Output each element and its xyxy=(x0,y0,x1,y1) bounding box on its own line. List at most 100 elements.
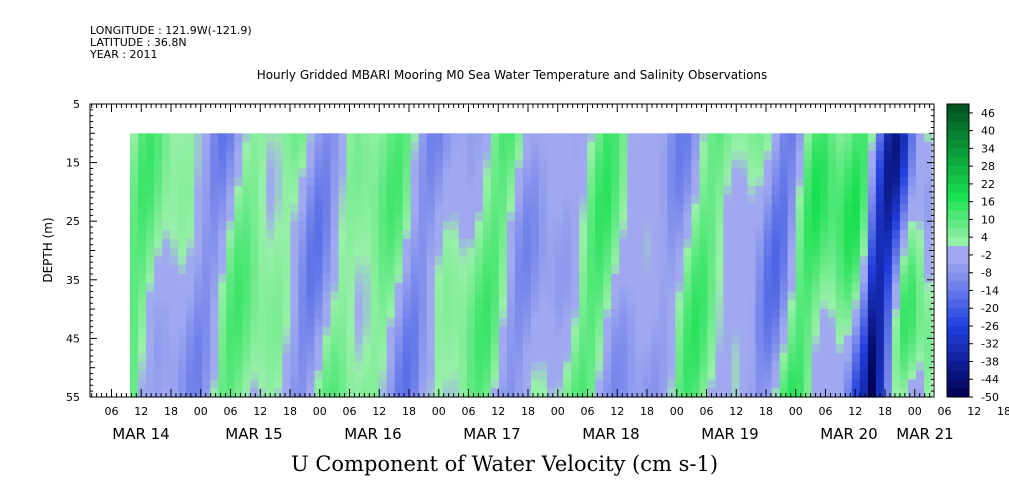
heatmap-cell xyxy=(402,221,412,231)
heatmap-cell xyxy=(563,300,572,310)
heatmap-cell xyxy=(619,291,628,301)
heatmap-cell xyxy=(434,379,444,389)
heatmap-cell xyxy=(891,361,901,372)
heatmap-cell xyxy=(226,273,235,284)
heatmap-cell xyxy=(747,344,757,354)
heatmap-cell xyxy=(442,379,452,389)
heatmap-cell xyxy=(691,344,701,354)
heatmap-cell xyxy=(418,212,428,222)
heatmap-cell xyxy=(354,273,364,284)
heatmap-cell xyxy=(555,256,564,266)
heatmap-cell xyxy=(498,300,508,310)
heatmap-cell xyxy=(819,150,829,161)
heatmap-cell xyxy=(162,309,171,319)
heatmap-cell xyxy=(635,273,644,284)
heatmap-cell xyxy=(154,282,163,293)
heatmap-cell xyxy=(707,256,717,266)
heatmap-cell xyxy=(643,177,652,187)
heatmap-cell xyxy=(514,265,524,275)
heatmap-cell xyxy=(370,203,380,214)
heatmap-cell xyxy=(474,326,484,337)
heatmap-cell xyxy=(226,133,235,143)
heatmap-cell xyxy=(883,361,893,372)
heatmap-cell xyxy=(418,335,428,345)
heatmap-cell xyxy=(763,265,773,275)
heatmap-cell xyxy=(699,186,709,196)
heatmap-cell xyxy=(891,300,901,310)
heatmap-cell xyxy=(691,326,701,337)
heatmap-cell xyxy=(354,168,364,178)
heatmap-cell xyxy=(811,273,821,284)
heatmap-cell xyxy=(635,388,644,398)
heatmap-cell xyxy=(210,317,219,328)
heatmap-cell xyxy=(715,168,725,178)
heatmap-cell xyxy=(322,142,332,152)
heatmap-cell xyxy=(595,229,604,240)
heatmap-cell xyxy=(883,265,893,275)
heatmap-cell xyxy=(290,370,300,381)
heatmap-cell xyxy=(547,168,556,178)
heatmap-cell xyxy=(194,168,203,178)
heatmap-cell xyxy=(178,256,187,266)
heatmap-cell xyxy=(755,238,765,249)
heatmap-cell xyxy=(266,238,275,249)
heatmap-cell xyxy=(787,361,797,372)
heatmap-cell xyxy=(715,317,725,328)
heatmap-cell xyxy=(394,326,404,337)
heatmap-cell xyxy=(354,203,364,214)
heatmap-cell xyxy=(651,361,660,372)
heatmap-cell xyxy=(859,379,869,389)
heatmap-cell xyxy=(875,142,885,152)
heatmap-cell xyxy=(707,379,717,389)
heatmap-cell xyxy=(338,150,348,161)
heatmap-cell xyxy=(346,300,356,310)
heatmap-cell xyxy=(619,300,628,310)
latitude-label: LATITUDE : 36.8N xyxy=(90,36,187,49)
colorbar-tick-label: 10 xyxy=(981,213,995,226)
heatmap-cell xyxy=(595,353,604,363)
heatmap-cell xyxy=(611,291,620,301)
heatmap-cell xyxy=(202,361,211,372)
heatmap-cell xyxy=(611,247,620,257)
heatmap-cell xyxy=(466,326,476,337)
heatmap-cell xyxy=(482,300,492,310)
heatmap-cell xyxy=(699,133,709,143)
heatmap-cell xyxy=(667,265,676,275)
heatmap-cell xyxy=(811,256,821,266)
x-day-label: MAR 17 xyxy=(463,425,520,443)
heatmap-cell xyxy=(851,291,861,301)
heatmap-cell xyxy=(482,159,492,170)
heatmap-cell xyxy=(771,221,781,231)
heatmap-cell xyxy=(458,247,468,257)
heatmap-cell xyxy=(498,168,508,178)
heatmap-cell xyxy=(378,361,388,372)
heatmap-cell xyxy=(875,291,885,301)
heatmap-cell xyxy=(186,300,195,310)
heatmap-cell xyxy=(178,186,187,196)
heatmap-cell xyxy=(651,221,660,231)
heatmap-cell xyxy=(547,150,556,161)
heatmap-cell xyxy=(450,344,460,354)
heatmap-cell xyxy=(146,203,155,214)
heatmap-cell xyxy=(266,344,275,354)
heatmap-cell xyxy=(514,335,524,345)
colorbar-swatch xyxy=(947,121,969,132)
heatmap-cell xyxy=(522,317,532,328)
heatmap-cell xyxy=(619,335,628,345)
heatmap-cell xyxy=(298,229,308,240)
heatmap-cell xyxy=(603,229,612,240)
heatmap-cell xyxy=(747,265,757,275)
heatmap-cell xyxy=(210,309,219,319)
heatmap-cell xyxy=(386,273,396,284)
heatmap-cell xyxy=(258,370,267,381)
heatmap-cell xyxy=(466,353,476,363)
heatmap-cell xyxy=(843,247,853,257)
colorbar-tick-label: 34 xyxy=(981,142,995,155)
heatmap-cell xyxy=(410,388,420,398)
x-hour-label: 00 xyxy=(670,405,684,418)
heatmap-cell xyxy=(619,159,628,170)
heatmap-cell xyxy=(771,238,781,249)
heatmap-cell xyxy=(683,282,692,293)
heatmap-cell xyxy=(306,344,316,354)
heatmap-cell xyxy=(370,300,380,310)
